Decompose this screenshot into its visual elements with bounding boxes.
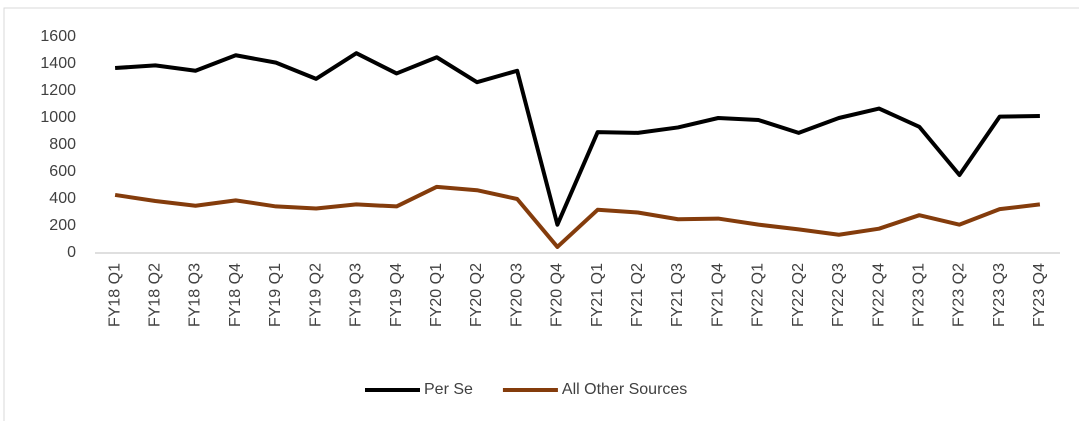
x-tick-label: FY19 Q3	[348, 263, 365, 327]
x-tick-label: FY21 Q3	[669, 263, 686, 327]
x-tick-label: FY18 Q4	[227, 263, 244, 327]
x-tick-label: FY21 Q1	[589, 263, 606, 327]
x-tick-label: FY22 Q1	[750, 263, 767, 327]
x-tick-label: FY23 Q4	[1031, 263, 1048, 327]
x-tick-label: FY22 Q2	[790, 263, 807, 327]
chart-border	[3, 7, 1079, 421]
x-tick-label: FY19 Q4	[388, 263, 405, 327]
y-tick-label: 1400	[40, 55, 76, 72]
x-tick-label: FY20 Q3	[508, 263, 525, 327]
x-tick-label: FY19 Q1	[267, 263, 284, 327]
x-tick-label: FY20 Q1	[428, 263, 445, 327]
y-tick-label: 200	[49, 217, 76, 234]
line	[114, 51, 1040, 227]
y-tick-label: 400	[49, 190, 76, 207]
legend-label: Per Se	[424, 381, 473, 398]
legend-label: All Other Sources	[562, 381, 687, 398]
x-tick-label: FY23 Q3	[991, 263, 1008, 327]
y-tick-label: 1000	[40, 109, 76, 126]
x-tick-label: FY18 Q1	[106, 263, 123, 327]
x-tick-label: FY19 Q2	[307, 263, 324, 327]
y-tick-label: 0	[67, 244, 76, 261]
line	[114, 184, 1041, 249]
y-tick-label: 600	[49, 163, 76, 180]
x-tick-label: FY20 Q2	[468, 263, 485, 327]
x-tick-label: FY22 Q3	[830, 263, 847, 327]
x-tick-label: FY22 Q4	[870, 263, 887, 327]
x-tick-label: FY18 Q2	[147, 263, 164, 327]
x-tick-label: FY21 Q4	[709, 263, 726, 327]
y-tick-label: 1600	[40, 28, 76, 45]
y-tick-label: 1200	[40, 82, 76, 99]
x-tick-label: FY23 Q2	[951, 263, 968, 327]
x-tick-label: FY21 Q2	[629, 263, 646, 327]
x-tick-label: FY18 Q3	[187, 263, 204, 327]
x-tick-label: FY23 Q1	[910, 263, 927, 327]
y-tick-label: 800	[49, 136, 76, 153]
x-tick-label: FY20 Q4	[549, 263, 566, 327]
